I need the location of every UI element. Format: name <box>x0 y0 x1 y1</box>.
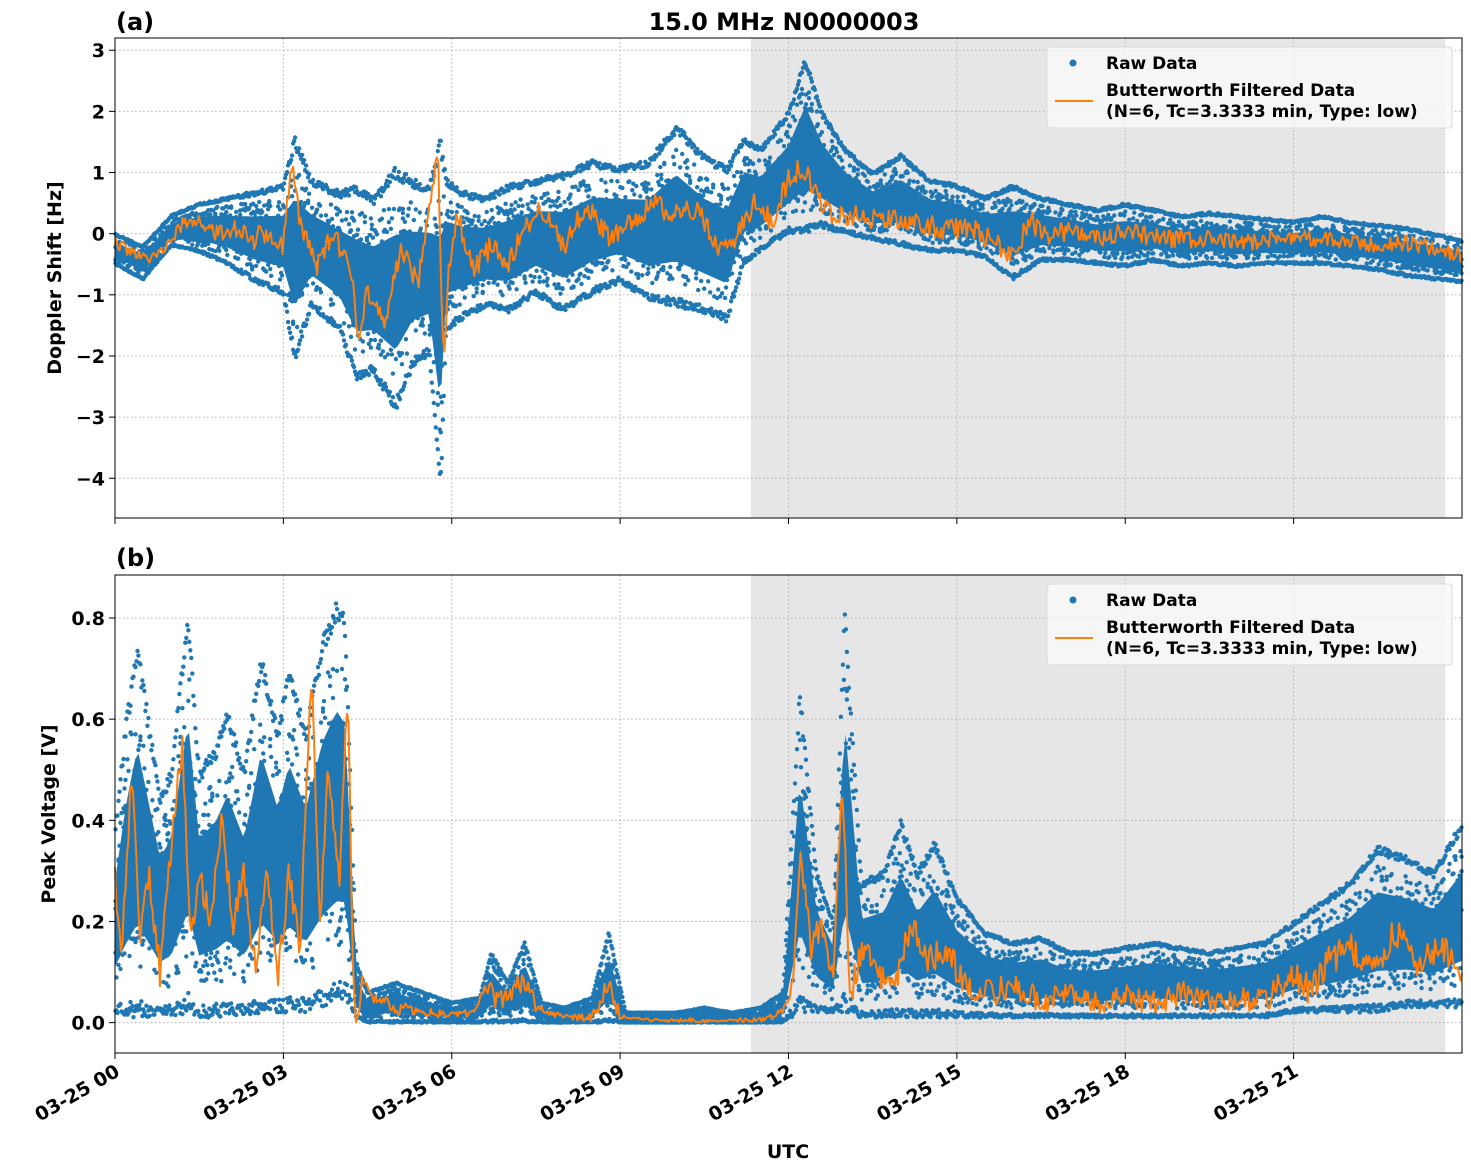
panel-a-x-axis <box>114 518 1295 524</box>
panel-a-label: (a) <box>116 8 154 36</box>
y-tick-label: 0.8 <box>71 608 105 630</box>
y-tick-label: −1 <box>76 285 105 307</box>
panel-b-label: (b) <box>116 544 155 572</box>
legend-a-raw-label: Raw Data <box>1106 54 1197 74</box>
x-axis-label: UTC <box>767 1141 809 1163</box>
panel-b-x-axis: 03-25 00 03-25 03 03-25 06 03-25 09 03-25 12… <box>31 1053 1302 1126</box>
panel-b-y-axis-label: Peak Voltage [V] <box>38 724 60 903</box>
y-tick-label: 0.2 <box>71 911 105 933</box>
panel-b-filtered-data <box>114 688 1463 1024</box>
x-tick-label: 03-25 12 <box>705 1060 797 1126</box>
panel-a-y-axis: 3 2 1 0 −1 −2 −3 −4 <box>76 40 115 490</box>
x-tick-label: 03-25 18 <box>1041 1060 1133 1126</box>
legend-b-box <box>1046 583 1453 666</box>
panel-b: 0.8 0.6 0.4 0.2 0.0 03-25 00 03-25 03 03-25 06… <box>31 544 1464 1126</box>
legend-a-box <box>1046 46 1453 129</box>
y-tick-label: 0.6 <box>71 709 105 731</box>
y-tick-label: −4 <box>76 468 105 490</box>
panel-a-raw-data <box>113 60 1464 476</box>
filtered-data-line <box>114 688 1463 1024</box>
y-tick-label: 0.0 <box>71 1013 105 1035</box>
y-tick-label: 2 <box>92 101 105 123</box>
legend-b-raw-label: Raw Data <box>1106 591 1197 611</box>
filtered-data-line <box>114 156 1463 353</box>
y-tick-label: −2 <box>76 346 105 368</box>
legend-a-filtered-params: (N=6, Tc=3.3333 min, Type: low) <box>1106 102 1418 122</box>
legend-b-filtered-label: Butterworth Filtered Data <box>1106 618 1355 638</box>
panel-a-filtered-data <box>114 156 1463 353</box>
x-tick-label: 03-25 21 <box>1210 1060 1302 1126</box>
panel-b-legend: Raw Data Butterworth Filtered Data (N=6,… <box>1046 583 1453 666</box>
raw-data-core <box>115 106 1462 388</box>
x-tick-label: 03-25 00 <box>31 1060 123 1126</box>
panel-a-legend: Raw Data Butterworth Filtered Data (N=6,… <box>1046 46 1453 129</box>
panel-b-y-axis: 0.8 0.6 0.4 0.2 0.0 <box>71 608 115 1035</box>
legend-a-raw-marker <box>1069 59 1077 67</box>
y-tick-label: −3 <box>76 407 105 429</box>
y-tick-label: 0.4 <box>71 810 105 832</box>
x-tick-label: 03-25 03 <box>200 1060 292 1126</box>
x-tick-label: 03-25 15 <box>873 1060 965 1126</box>
legend-b-filtered-params: (N=6, Tc=3.3333 min, Type: low) <box>1106 639 1418 659</box>
panel-b-raw-data <box>113 601 1464 1025</box>
legend-a-filtered-label: Butterworth Filtered Data <box>1106 81 1355 101</box>
y-tick-label: 1 <box>92 163 105 185</box>
y-tick-label: 3 <box>92 40 105 62</box>
x-tick-label: 03-25 06 <box>368 1060 460 1126</box>
panel-a: 3 2 1 0 −1 −2 −3 −4 (a) Doppler Shift [Hz] Raw … <box>44 8 1464 524</box>
figure-title: 15.0 MHz N0000003 <box>649 8 920 36</box>
raw-data-points <box>113 60 1464 476</box>
panel-a-y-axis-label: Doppler Shift [Hz] <box>44 181 66 374</box>
y-tick-label: 0 <box>92 224 105 246</box>
x-tick-label: 03-25 09 <box>536 1060 628 1126</box>
legend-b-raw-marker <box>1069 596 1077 604</box>
